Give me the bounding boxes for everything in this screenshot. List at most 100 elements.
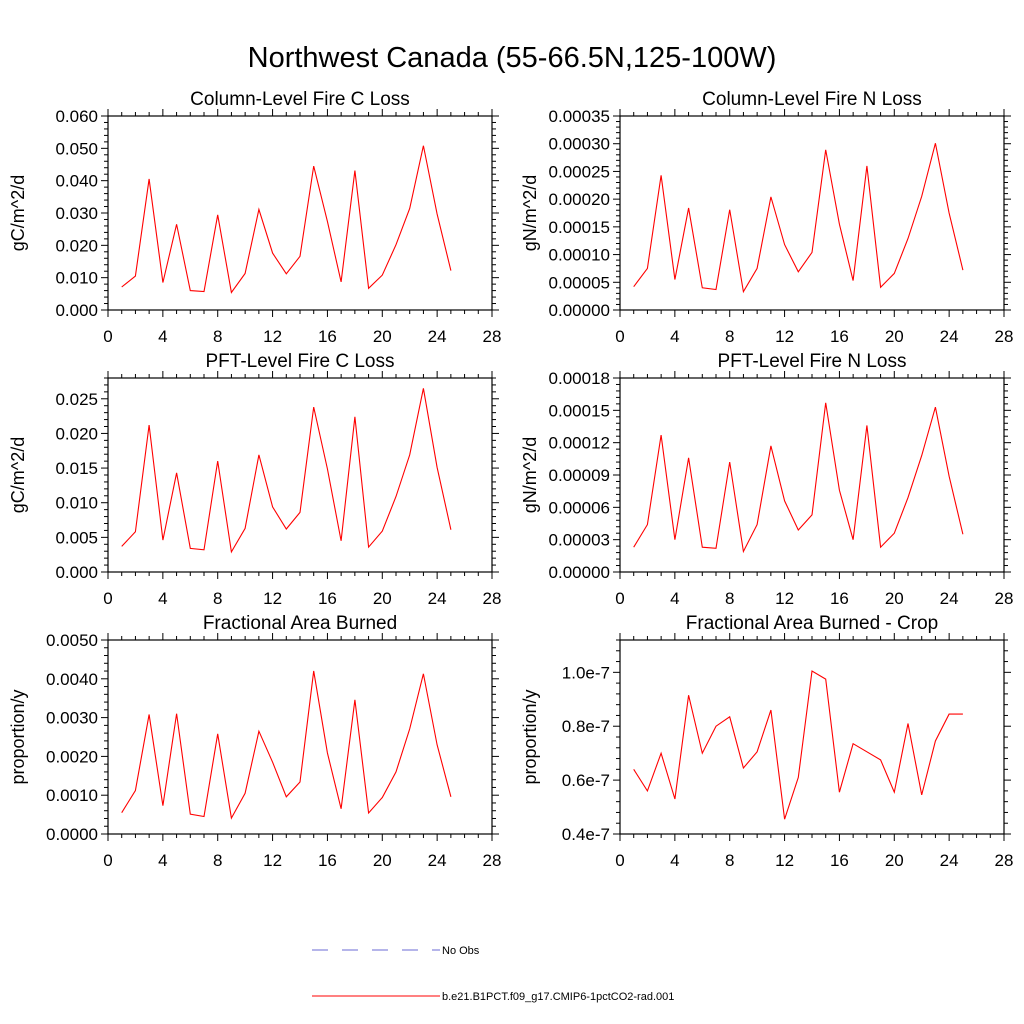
x-tick-label: 0 <box>615 851 624 870</box>
x-tick-label: 8 <box>213 327 222 346</box>
y-tick-label: 0.00012 <box>549 434 610 453</box>
y-tick-label: 0.020 <box>55 424 98 443</box>
y-axis-label: gN/m^2/d <box>520 175 540 251</box>
y-tick-label: 0.010 <box>55 269 98 288</box>
series-line-1 <box>633 670 963 820</box>
y-tick-label: 0.00015 <box>549 401 610 420</box>
x-tick-label: 12 <box>263 851 282 870</box>
x-tick-label: 24 <box>940 327 959 346</box>
y-axis-label: proportion/y <box>8 689 28 784</box>
y-tick-label: 0.0050 <box>46 631 98 650</box>
series-line-1 <box>633 143 964 294</box>
y-tick-label: 0.00030 <box>549 135 610 154</box>
y-tick-label: 0.0010 <box>46 786 98 805</box>
chart-panel-3: PFT-Level Fire C Loss gC/m^2/d 0 4 8 12 16 20 24… <box>8 351 501 608</box>
x-tick-label: 16 <box>830 851 849 870</box>
figure-title: Northwest Canada (55-66.5N,125-100W) <box>248 42 777 74</box>
panel-title: Column-Level Fire N Loss <box>702 89 922 110</box>
y-tick-label: 0.025 <box>55 390 98 409</box>
x-tick-label: 8 <box>213 851 222 870</box>
panel-title: Column-Level Fire C Loss <box>190 89 410 110</box>
y-tick-label: 0.010 <box>55 494 98 513</box>
x-tick-label: 4 <box>158 327 167 346</box>
y-tick-label: 0.050 <box>55 139 98 158</box>
x-tick-label: 20 <box>885 327 904 346</box>
y-tick-label: 0.00035 <box>549 107 610 126</box>
y-tick-label: 0.015 <box>55 459 98 478</box>
x-tick-label: 0 <box>103 589 112 608</box>
series-line-1 <box>121 388 452 554</box>
x-tick-label: 20 <box>373 327 392 346</box>
y-tick-label: 0.00000 <box>549 563 610 582</box>
y-tick-label: 0.00010 <box>549 246 610 265</box>
x-tick-label: 4 <box>158 589 167 608</box>
x-tick-label: 4 <box>158 851 167 870</box>
x-tick-label: 8 <box>725 327 734 346</box>
y-tick-label: 0.060 <box>55 107 98 126</box>
series-line-1 <box>121 670 452 820</box>
panel-title: Fractional Area Burned - Crop <box>686 613 938 634</box>
y-tick-label: 0.0030 <box>46 709 98 728</box>
x-tick-label: 12 <box>775 851 794 870</box>
x-tick-label: 16 <box>830 589 849 608</box>
x-tick-label: 4 <box>670 589 679 608</box>
x-tick-label: 28 <box>483 851 502 870</box>
chart-panel-5: Fractional Area Burned proportion/y 0 4 8 12 1… <box>8 613 501 870</box>
y-tick-label: 0.040 <box>55 172 98 191</box>
y-tick-label: 0.020 <box>55 236 98 255</box>
y-tick-label: 0.0000 <box>46 825 98 844</box>
x-tick-label: 20 <box>885 589 904 608</box>
panel-title: Fractional Area Burned <box>203 613 397 634</box>
x-tick-label: 4 <box>670 851 679 870</box>
chart-panel-6: Fractional Area Burned - Crop proportion/… <box>520 613 1013 870</box>
x-tick-label: 24 <box>428 327 447 346</box>
x-tick-label: 0 <box>103 851 112 870</box>
chart-panel-2: Column-Level Fire N Loss gN/m^2/d 0 4 8 12 16 2… <box>520 89 1013 346</box>
y-tick-label: 1.0e-7 <box>562 663 610 682</box>
x-tick-label: 20 <box>373 589 392 608</box>
x-tick-label: 8 <box>725 589 734 608</box>
y-tick-label: 0.8e-7 <box>562 717 610 736</box>
x-tick-label: 20 <box>885 851 904 870</box>
x-tick-label: 28 <box>995 589 1014 608</box>
x-tick-label: 12 <box>775 327 794 346</box>
x-tick-label: 0 <box>103 327 112 346</box>
legend-obs-label: No Obs <box>442 945 480 957</box>
x-tick-label: 28 <box>483 327 502 346</box>
y-tick-label: 0.00025 <box>549 162 610 181</box>
y-tick-label: 0.00000 <box>549 301 610 320</box>
x-tick-label: 24 <box>428 851 447 870</box>
x-tick-label: 0 <box>615 589 624 608</box>
x-tick-label: 24 <box>940 851 959 870</box>
y-tick-label: 0.4e-7 <box>562 825 610 844</box>
x-tick-label: 20 <box>373 851 392 870</box>
y-tick-label: 0.00006 <box>549 498 610 517</box>
x-tick-label: 0 <box>615 327 624 346</box>
y-axis-label: gN/m^2/d <box>520 437 540 513</box>
y-tick-label: 0.000 <box>55 563 98 582</box>
x-tick-label: 8 <box>213 589 222 608</box>
x-tick-label: 16 <box>318 851 337 870</box>
x-tick-label: 12 <box>263 327 282 346</box>
chart-panel-1: Column-Level Fire C Loss gC/m^2/d 0 4 8 12 16 2… <box>8 89 501 346</box>
y-tick-label: 0.00020 <box>549 190 610 209</box>
x-tick-label: 28 <box>995 851 1014 870</box>
x-tick-label: 16 <box>318 327 337 346</box>
y-tick-label: 0.6e-7 <box>562 771 610 790</box>
x-tick-label: 28 <box>995 327 1014 346</box>
x-tick-label: 16 <box>830 327 849 346</box>
x-tick-label: 24 <box>428 589 447 608</box>
y-tick-label: 0.030 <box>55 204 98 223</box>
y-tick-label: 0.0040 <box>46 670 98 689</box>
y-tick-label: 0.00009 <box>549 466 610 485</box>
y-tick-label: 0.000 <box>55 301 98 320</box>
x-tick-label: 16 <box>318 589 337 608</box>
x-tick-label: 4 <box>670 327 679 346</box>
y-tick-label: 0.0020 <box>46 747 98 766</box>
y-tick-label: 0.00018 <box>549 369 610 388</box>
y-tick-label: 0.00015 <box>549 218 610 237</box>
x-tick-label: 24 <box>940 589 959 608</box>
y-axis-label: gC/m^2/d <box>8 175 28 251</box>
legend-model-label: b.e21.B1PCT.f09_g17.CMIP6-1pctCO2-rad.00… <box>442 991 674 1003</box>
